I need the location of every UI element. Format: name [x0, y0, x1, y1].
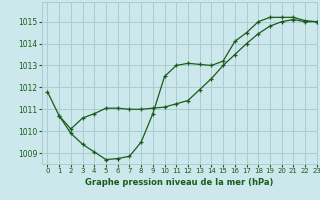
X-axis label: Graphe pression niveau de la mer (hPa): Graphe pression niveau de la mer (hPa): [85, 178, 273, 187]
